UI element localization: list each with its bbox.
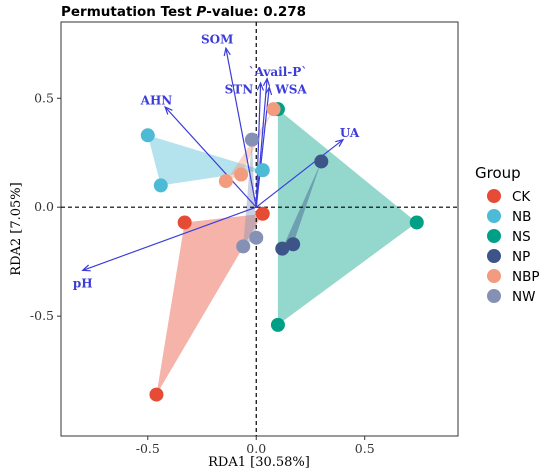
reference-lines <box>61 22 458 436</box>
vector-arrowhead <box>164 105 173 115</box>
point-NW <box>249 230 264 245</box>
point-NBP <box>266 102 281 117</box>
environmental-vectors: SOM AHN STN `Avail-P` WSA UA pH <box>73 32 360 290</box>
x-tick-label: -0.5 <box>136 441 160 456</box>
point-NB <box>140 128 155 143</box>
vector-arrowhead <box>81 264 91 272</box>
vector-arrowhead <box>256 81 264 91</box>
point-NW <box>236 239 251 254</box>
point-NP <box>275 241 290 256</box>
point-CK <box>255 206 270 221</box>
vector-label: WSA <box>274 83 307 97</box>
vector-STN <box>255 82 262 208</box>
point-NBP <box>218 174 233 189</box>
point-CK <box>149 387 164 402</box>
vector-SOM <box>225 48 257 208</box>
y-axis-ticks: -0.5 0.0 0.5 <box>30 90 61 323</box>
vector-label: pH <box>73 276 93 290</box>
point-CK <box>177 215 192 230</box>
vector-label: STN <box>225 83 254 97</box>
legend-label-NS: NS <box>512 229 531 245</box>
point-NB <box>255 163 270 178</box>
vector-pH <box>82 206 257 271</box>
point-NW <box>244 132 259 147</box>
y-tick-label: 0.5 <box>34 90 54 105</box>
chart-title: Permutation Test P-value: 0.278 <box>61 4 306 20</box>
x-axis-title: RDA1 [30.58%] <box>208 455 310 470</box>
legend-label-NB: NB <box>512 209 531 225</box>
legend-swatch-NS <box>487 229 501 243</box>
hull-NW <box>243 139 257 247</box>
sample-points <box>140 102 424 402</box>
legend-swatch-NB <box>487 209 501 223</box>
vector-label: AHN <box>140 93 173 107</box>
legend-label-NP: NP <box>512 249 530 265</box>
point-NB <box>153 178 168 193</box>
vector-arrowhead <box>223 46 231 57</box>
y-tick-label: -0.5 <box>30 308 54 323</box>
legend: CK NB NS NP NBP NW <box>487 189 540 305</box>
x-tick-label: 0.0 <box>246 441 266 456</box>
plot-panel <box>60 21 459 437</box>
legend-label-NW: NW <box>512 289 535 305</box>
point-NP <box>286 237 301 252</box>
point-NS <box>409 215 424 230</box>
legend-label-NBP: NBP <box>512 269 540 285</box>
vector-arrowhead <box>335 138 345 147</box>
vector-arrowhead <box>264 85 273 96</box>
legend-swatch-CK <box>487 189 501 203</box>
point-NS <box>270 317 285 332</box>
vector-label: `Avail-P` <box>249 65 308 79</box>
legend-label-CK: CK <box>512 189 531 205</box>
hull-NP <box>282 161 322 249</box>
x-tick-label: 0.5 <box>355 441 375 456</box>
vector-AHN <box>164 106 257 208</box>
x-axis-ticks: -0.5 0.0 0.5 <box>136 436 375 456</box>
legend-swatch-NBP <box>487 269 501 283</box>
point-NBP <box>234 167 249 182</box>
vector-UA <box>255 139 344 208</box>
y-tick-label: 0.0 <box>34 199 54 214</box>
hull-NBP <box>225 109 274 182</box>
legend-swatch-NW <box>487 289 501 303</box>
legend-title: Group <box>475 164 521 182</box>
hull-CK <box>156 213 263 395</box>
vector-label: SOM <box>201 32 233 46</box>
vector-arrowhead <box>262 77 271 87</box>
legend-swatch-NP <box>487 249 501 263</box>
hull-NB <box>147 135 263 186</box>
point-NP <box>314 154 329 169</box>
y-axis-title: RDA2 [7.05%] <box>9 182 24 275</box>
vector-label: UA <box>340 126 360 140</box>
